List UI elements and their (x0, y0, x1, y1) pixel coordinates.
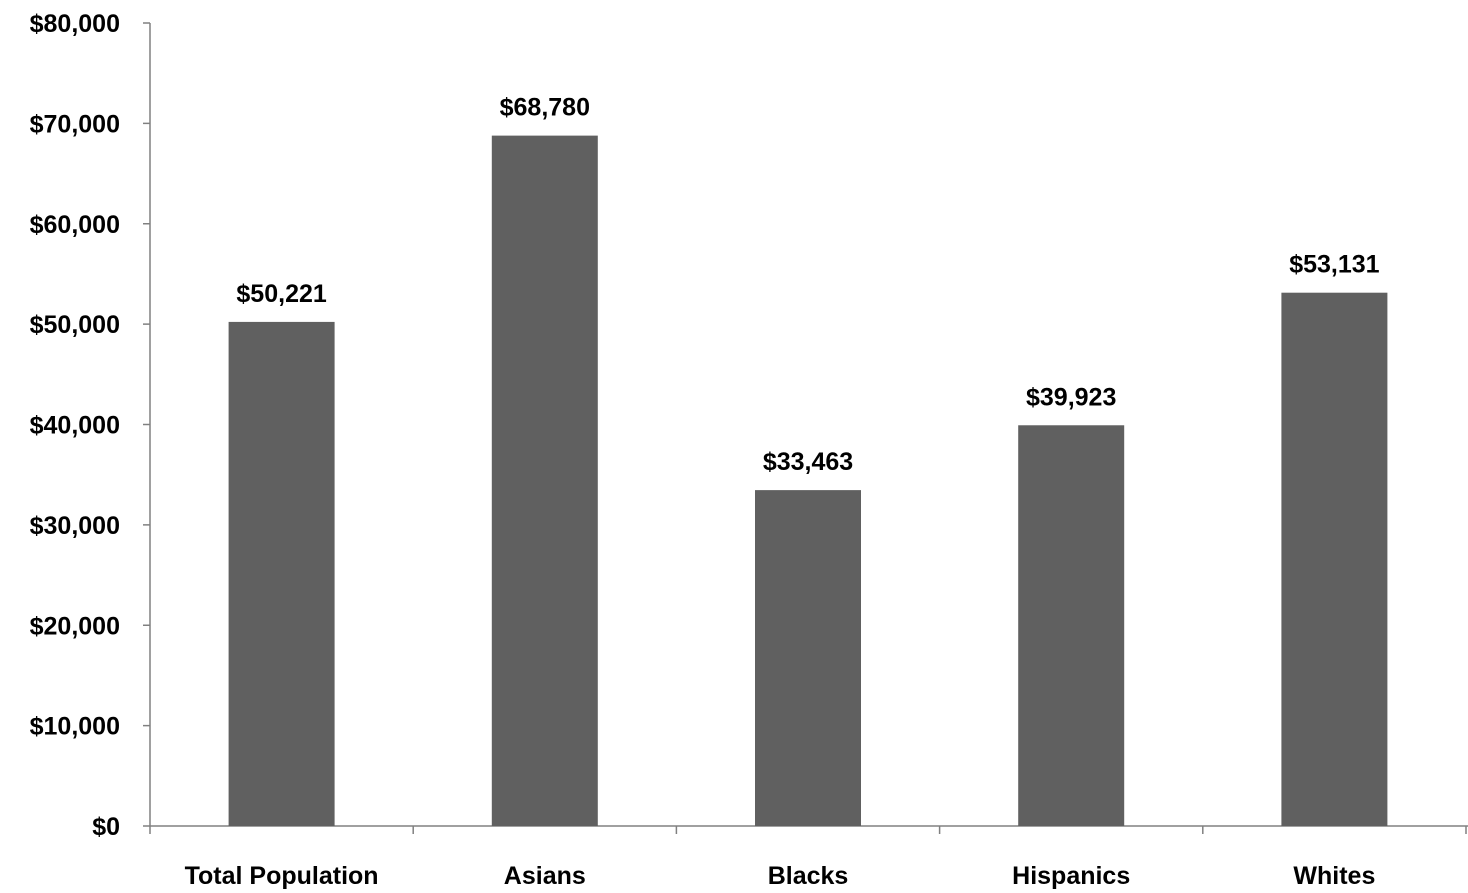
data-labels: $50,221 $68,780 $33,463 $39,923 $53,131 (236, 94, 1379, 476)
x-category-label: Total Population (185, 862, 379, 890)
x-category-label: Asians (504, 862, 586, 890)
y-tick-label: $80,000 (30, 10, 120, 38)
data-label: $53,131 (1289, 251, 1379, 279)
y-tick-label: $30,000 (30, 512, 120, 540)
bars (228, 135, 1388, 827)
y-tick-label: $0 (92, 813, 120, 841)
data-label: $39,923 (1026, 383, 1116, 411)
y-tick-label: $60,000 (30, 211, 120, 239)
x-category-label: Blacks (768, 862, 849, 890)
y-tick-label: $20,000 (30, 612, 120, 640)
x-category-label: Hispanics (1012, 862, 1130, 890)
data-label: $33,463 (763, 448, 853, 476)
bar (228, 321, 335, 826)
bar (491, 135, 598, 827)
x-category-label: Whites (1293, 862, 1375, 890)
y-tick-label: $70,000 (30, 110, 120, 138)
bar (755, 490, 861, 826)
bar (1018, 425, 1125, 826)
x-axis (149, 825, 1468, 834)
y-tick-label: $50,000 (30, 311, 120, 339)
y-axis: $0 $10,000 $20,000 $30,000 $40,000 $50,000 $60… (30, 10, 151, 841)
y-tick-label: $10,000 (30, 713, 120, 741)
y-tick-label: $40,000 (30, 412, 120, 440)
category-labels: Total Population Asians Blacks Hispanics Whi… (185, 862, 1376, 890)
bar (1281, 292, 1388, 826)
data-label: $68,780 (500, 94, 590, 122)
data-label: $50,221 (236, 280, 326, 308)
